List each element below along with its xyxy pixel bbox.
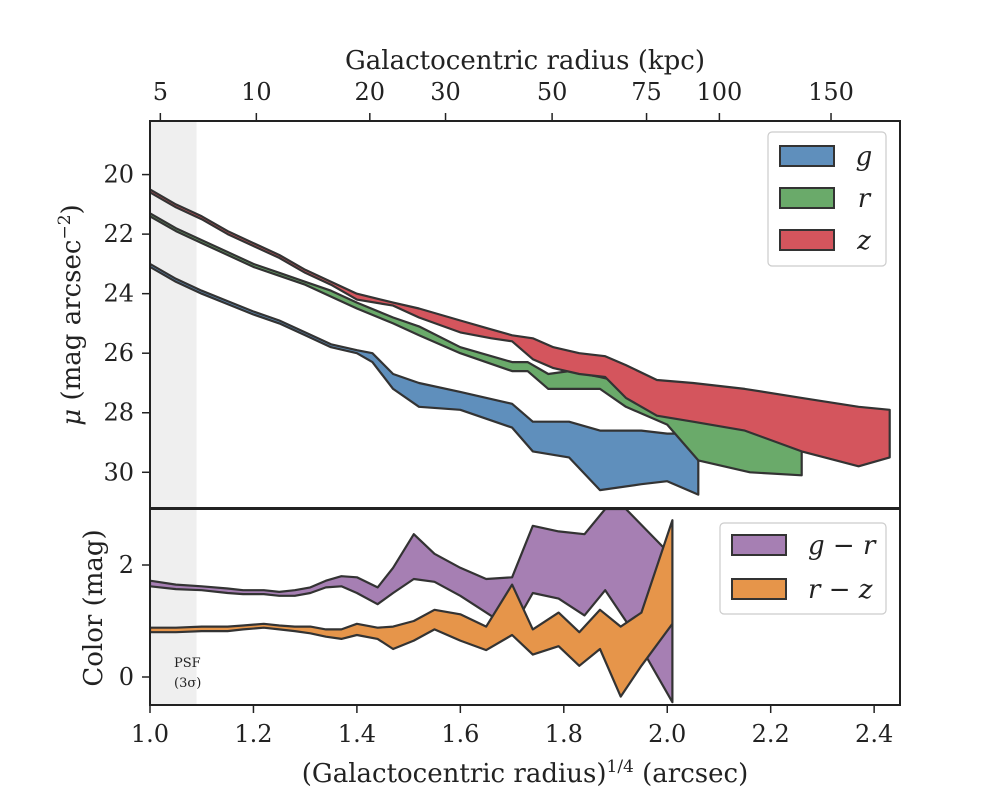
y-unit-exponent: −2 [55,214,75,239]
psf-region-shade [150,121,197,508]
psf-annotation-line2: (3σ) [174,676,201,691]
kpc-tick-label: 30 [430,78,461,106]
legend-swatch [779,145,835,167]
y-tick-label: 26 [103,339,134,367]
top-kpc-axis-ticks: 5 10 20 30 50 75 100 150 [153,78,854,121]
top-panel: 20 22 24 26 28 30 5 10 20 30 50 75 100 150 Galactoce… [55,46,901,509]
y-unit-close: ) [57,204,87,214]
x-label-main: (Galactocentric radius) [302,759,607,789]
kpc-tick-label: 100 [696,78,742,106]
bottom-panel-frame [149,508,901,706]
legend-bands: grz [767,131,887,267]
kpc-tick-label: 10 [241,78,272,106]
top-axis-label: Galactocentric radius (kpc) [345,46,705,76]
y-tick-label: 2 [119,551,134,579]
x-tick-label: 2.4 [855,720,893,748]
bottom-panel: 02 1.0 1.2 1.4 1.6 1.8 2.0 2.2 2.4 Color (mag) … [79,508,901,789]
x-axis-ticks: 1.0 1.2 1.4 1.6 1.8 2.0 2.2 2.4 [131,705,893,748]
kpc-tick-label: 5 [153,78,168,106]
x-tick-label: 1.8 [545,720,583,748]
legend-label: z [856,226,871,256]
band-r [150,212,803,477]
legend-label: g [856,142,873,172]
legend-label: g − r [808,531,877,561]
y-tick-label: 28 [103,399,134,427]
band-z [150,188,891,468]
psf-region-shade-bottom [150,509,197,705]
legend-swatch [779,229,835,251]
x-tick-label: 1.2 [234,720,272,748]
x-tick-label: 2.0 [648,720,686,748]
legend-label: r [858,184,872,214]
x-tick-label: 1.0 [131,720,169,748]
band-gr-gr [150,509,674,704]
psf-annotation-line1: PSF [174,656,201,671]
y-tick-label: 20 [103,161,134,189]
surface-brightness-bands [150,188,891,496]
y-tick-label: 24 [103,280,134,308]
x-tick-label: 2.2 [752,720,790,748]
kpc-tick-label: 150 [808,78,854,106]
band-rz [150,519,674,698]
kpc-tick-label: 20 [355,78,386,106]
y-axis-label-top: μ (mag arcsec−2) [55,204,87,425]
y-tick-label: 0 [119,663,134,691]
legend-swatch [731,534,787,556]
mu-symbol: μ [57,409,87,426]
x-tick-label: 1.6 [441,720,479,748]
y-axis-ticks-top: 20 22 24 26 28 30 [103,161,150,486]
x-label-exponent: 1/4 [607,757,634,777]
kpc-tick-label: 50 [537,78,568,106]
y-axis-ticks-bottom: 02 [119,551,150,691]
legend-swatch [731,578,787,600]
band-g [150,262,700,496]
legend-colors: g − r r − z [719,522,887,615]
y-tick-label: 22 [103,220,134,248]
y-tick-label: 30 [103,458,134,486]
x-label-unit: (arcsec) [634,759,748,789]
legend-label: r − z [808,575,873,605]
x-tick-label: 1.4 [338,720,376,748]
legend-swatch [779,187,835,209]
y-unit-text: (mag arcsec [57,240,87,409]
x-axis-label: (Galactocentric radius)1/4 (arcsec) [302,757,748,789]
color-bands [150,509,674,704]
kpc-tick-label: 75 [631,78,662,106]
y-axis-label-bottom: Color (mag) [79,529,109,686]
